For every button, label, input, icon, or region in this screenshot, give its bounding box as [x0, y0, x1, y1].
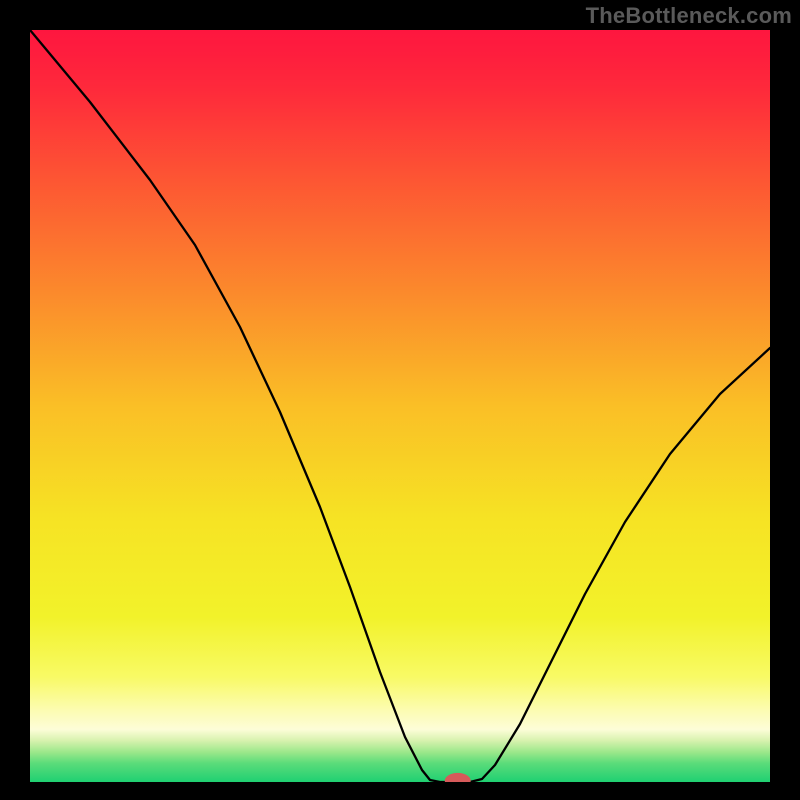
border-bottom: [0, 782, 800, 800]
border-right: [770, 0, 800, 800]
chart-svg: [0, 0, 800, 800]
watermark-text: TheBottleneck.com: [586, 3, 792, 29]
border-left: [0, 0, 30, 800]
chart-frame: TheBottleneck.com: [0, 0, 800, 800]
plot-background: [30, 30, 770, 782]
